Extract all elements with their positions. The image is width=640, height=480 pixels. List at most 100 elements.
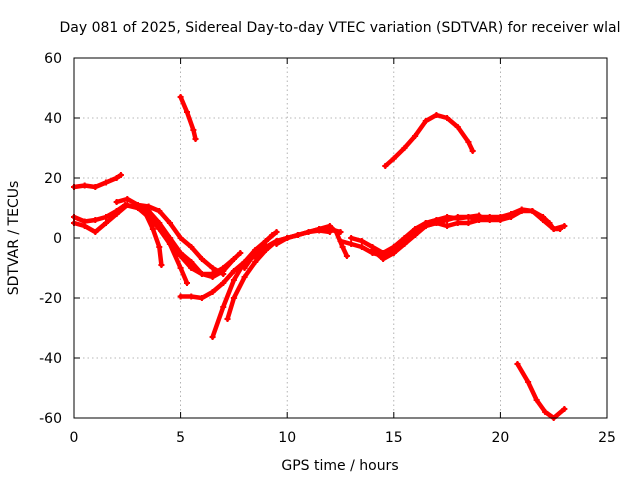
data-point bbox=[92, 184, 99, 190]
data-point bbox=[81, 182, 88, 189]
data-point bbox=[401, 235, 408, 241]
data-point bbox=[252, 250, 259, 256]
y-tick-label: 0 bbox=[53, 231, 62, 247]
data-point bbox=[486, 214, 493, 220]
series-line-sat-r bbox=[383, 112, 475, 169]
data-point bbox=[476, 214, 483, 220]
data-point bbox=[183, 280, 190, 286]
data-point bbox=[390, 244, 397, 250]
series-line-sat-e bbox=[142, 208, 164, 268]
x-tick-label: 5 bbox=[176, 430, 185, 446]
data-point bbox=[241, 274, 248, 280]
data-point bbox=[92, 229, 99, 235]
data-point bbox=[358, 244, 365, 250]
data-point bbox=[465, 139, 472, 145]
data-point bbox=[284, 235, 291, 241]
data-point bbox=[166, 220, 173, 226]
data-point bbox=[220, 271, 227, 277]
data-point bbox=[166, 241, 173, 247]
data-point bbox=[412, 133, 419, 139]
data-point bbox=[533, 397, 540, 403]
data-point bbox=[262, 247, 269, 253]
series-line-sat-g bbox=[178, 94, 198, 142]
data-point bbox=[454, 214, 461, 220]
series-line-sat-f bbox=[157, 223, 190, 286]
data-point bbox=[177, 250, 184, 256]
series-line-sat-c bbox=[71, 202, 237, 280]
data-point bbox=[158, 262, 165, 268]
data-point bbox=[124, 202, 131, 208]
data-point bbox=[380, 256, 387, 262]
data-point bbox=[561, 406, 568, 412]
data-point bbox=[198, 295, 205, 301]
data-point bbox=[469, 148, 476, 154]
data-point bbox=[518, 206, 525, 213]
data-point bbox=[113, 211, 120, 217]
x-axis-label: GPS time / hours bbox=[281, 458, 398, 474]
data-point bbox=[343, 253, 350, 259]
data-point bbox=[561, 223, 568, 229]
data-point bbox=[156, 223, 163, 229]
data-point bbox=[444, 223, 451, 229]
data-point bbox=[444, 115, 451, 121]
data-point bbox=[177, 235, 184, 241]
data-point bbox=[542, 409, 549, 415]
data-point bbox=[92, 217, 99, 223]
y-axis-ticks: -60 -40 -20 0 20 40 60 bbox=[39, 51, 607, 427]
x-tick-label: 20 bbox=[491, 430, 509, 446]
data-point bbox=[102, 214, 109, 220]
x-tick-label: 10 bbox=[278, 430, 296, 446]
data-point bbox=[514, 361, 521, 367]
data-point bbox=[339, 244, 346, 250]
data-point bbox=[188, 244, 195, 250]
data-point bbox=[188, 259, 195, 265]
data-point bbox=[433, 112, 440, 118]
data-point bbox=[134, 202, 141, 208]
data-point bbox=[224, 316, 231, 322]
data-point bbox=[348, 241, 355, 247]
data-point bbox=[412, 226, 419, 232]
data-point bbox=[557, 226, 564, 232]
data-point bbox=[230, 277, 237, 283]
data-point bbox=[113, 175, 120, 181]
data-point bbox=[241, 265, 248, 271]
data-point bbox=[252, 259, 259, 265]
plot-frame bbox=[73, 57, 608, 419]
data-point bbox=[230, 268, 237, 274]
data-point bbox=[401, 241, 408, 247]
data-point bbox=[81, 223, 88, 229]
data-point bbox=[190, 127, 197, 133]
data-point bbox=[401, 145, 408, 151]
data-point bbox=[525, 379, 532, 385]
data-point bbox=[188, 265, 195, 271]
data-point bbox=[497, 214, 504, 220]
data-point bbox=[113, 199, 120, 205]
data-point bbox=[305, 229, 312, 235]
data-point bbox=[198, 256, 205, 262]
y-tick-label: -40 bbox=[39, 351, 62, 367]
data-point bbox=[508, 211, 515, 217]
series-line-sat-s bbox=[515, 361, 567, 421]
x-tick-label: 25 bbox=[598, 430, 616, 446]
series-line-sat-a bbox=[71, 172, 124, 190]
data-point bbox=[198, 271, 205, 277]
data-point bbox=[209, 265, 216, 271]
data-point bbox=[149, 226, 156, 232]
series-line-sat-n bbox=[348, 217, 450, 256]
data-point bbox=[316, 226, 323, 232]
data-point bbox=[333, 229, 340, 235]
data-point bbox=[273, 241, 280, 247]
data-point bbox=[141, 208, 148, 214]
data-point bbox=[177, 293, 184, 300]
x-tick-label: 0 bbox=[70, 430, 79, 446]
data-point bbox=[177, 265, 184, 271]
data-point bbox=[358, 238, 365, 244]
y-tick-label: 20 bbox=[44, 171, 62, 187]
data-point bbox=[540, 217, 547, 223]
data-point bbox=[188, 293, 195, 300]
data-point bbox=[145, 203, 152, 210]
data-point bbox=[262, 238, 269, 244]
data-point bbox=[156, 244, 163, 250]
chart-title: Day 081 of 2025, Sidereal Day-to-day VTE… bbox=[59, 20, 620, 36]
data-point bbox=[294, 232, 301, 238]
